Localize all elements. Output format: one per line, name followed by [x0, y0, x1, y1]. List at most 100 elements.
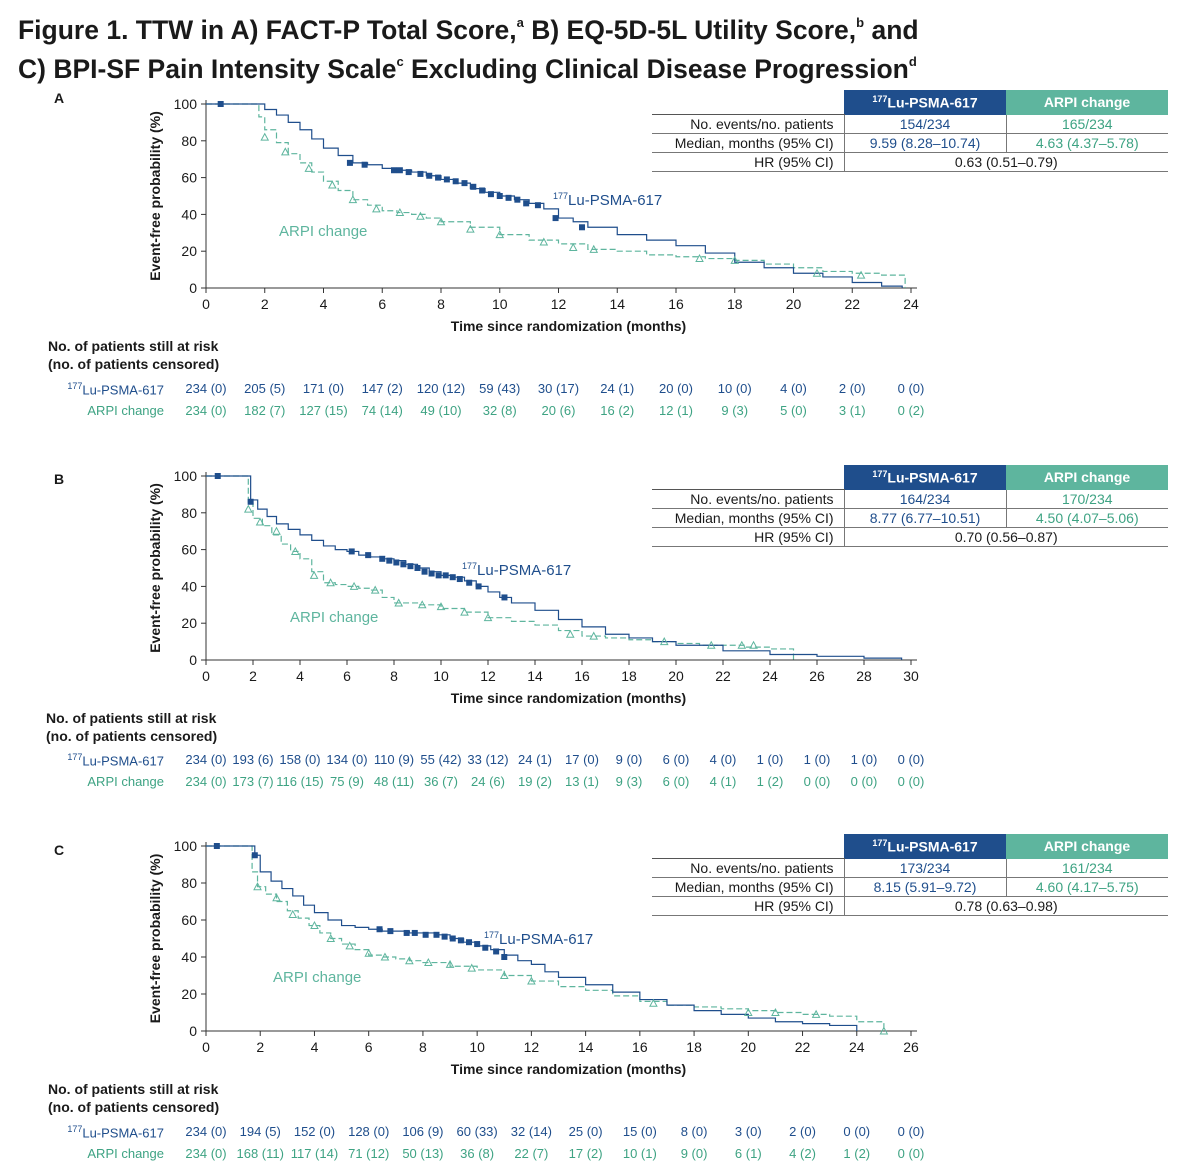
censor-mark-arpi: [812, 268, 822, 277]
censor-mark-arpi: [565, 629, 575, 638]
risk-cell: 33 (12): [467, 752, 509, 767]
censor-mark-arpi: [436, 602, 446, 611]
risk-cell: 134 (0): [326, 752, 368, 767]
stats-header-lu-name: Lu-PSMA-617: [887, 469, 978, 486]
x-tick-label: 4: [296, 668, 304, 684]
stats-header: 177Lu-PSMA-617 ARPI change: [652, 90, 1168, 115]
censor-mark-lu: [475, 583, 482, 590]
censor-mark-lu: [501, 954, 508, 960]
censor-mark-arpi: [394, 598, 404, 607]
y-axis-label: Event-free probability (%): [147, 483, 163, 653]
risk-row-lu: 177Lu-PSMA-617 234 (0) 205 (5) 171 (0) 147 (…: [0, 381, 1200, 399]
risk-cell: 24 (1): [518, 752, 552, 767]
risk-cell: 17 (0): [565, 752, 599, 767]
series-label-lu: 177Lu-PSMA-617: [553, 191, 662, 209]
y-tick-label: 40: [181, 949, 197, 965]
risk-cell: 0 (0): [897, 1146, 925, 1161]
risk-row-lu: 177Lu-PSMA-617 234 (0) 194 (5) 152 (0) 128 (…: [0, 1124, 1200, 1142]
risk-cell: 234 (0): [185, 381, 227, 396]
censor-mark-arpi: [253, 882, 262, 891]
censor-mark-lu: [470, 183, 477, 190]
stats-header-sup: 177: [872, 837, 888, 848]
risk-cell: 127 (15): [299, 403, 348, 418]
risk-cell: 2 (0): [789, 1124, 816, 1139]
risk-cell: 9 (0): [680, 1146, 708, 1161]
censor-mark-lu: [421, 568, 428, 575]
censor-mark-arpi: [348, 195, 358, 204]
risk-cell: 128 (0): [348, 1124, 390, 1139]
stats-header-blank: [652, 834, 844, 859]
censor-mark-arpi: [304, 163, 314, 172]
risk-cell: 205 (5): [244, 381, 286, 396]
y-tick-label: 20: [181, 243, 197, 259]
risk-cell: 6 (0): [662, 774, 690, 789]
stats-label: Median, months (95% CI): [652, 133, 845, 153]
censor-mark-arpi: [280, 147, 290, 156]
censor-mark-lu: [422, 931, 429, 938]
x-tick-label: 8: [390, 668, 398, 684]
censor-mark-arpi: [416, 211, 425, 220]
censor-mark-lu: [396, 167, 403, 174]
risk-cell: 0 (0): [843, 1124, 871, 1139]
censor-mark-lu: [493, 948, 500, 955]
title-sup: a: [516, 15, 524, 30]
y-tick-label: 40: [181, 578, 197, 594]
risk-cell: 171 (0): [302, 381, 345, 396]
risk-cell: 1 (0): [803, 752, 831, 767]
x-tick-label: 10: [492, 296, 508, 312]
series-label-sup: 177: [484, 930, 499, 940]
risk-cell: 194 (5): [239, 1124, 281, 1139]
risk-label-name: Lu-PSMA-617: [82, 753, 164, 769]
censor-mark-arpi: [659, 637, 669, 646]
censor-mark-arpi: [730, 255, 740, 264]
x-tick-label: 18: [727, 296, 743, 312]
stats-header-sup: 177: [872, 468, 888, 479]
censor-mark-lu: [482, 944, 489, 951]
stats-header-blank: [652, 90, 844, 115]
censor-mark-lu: [505, 194, 512, 201]
x-axis-label: Time since randomization (months): [451, 690, 686, 706]
censor-mark-lu: [457, 937, 464, 944]
y-tick-label: 20: [181, 986, 197, 1002]
risk-cell: 49 (10): [420, 403, 462, 418]
stats-table: 177Lu-PSMA-617 ARPI change No. events/no. …: [652, 465, 1168, 547]
series-label-sup: 177: [462, 561, 477, 571]
censor-mark-arpi: [695, 254, 704, 263]
series-label-arpi: ARPI change: [273, 969, 361, 986]
censor-mark-arpi: [372, 204, 381, 213]
censor-mark-arpi: [260, 132, 270, 141]
censor-mark-arpi: [436, 217, 446, 226]
x-tick-label: 12: [524, 1039, 540, 1055]
risk-row-arpi: ARPI change 234 (0) 173 (7) 116 (15) 75 (9) 4…: [0, 774, 1200, 792]
series-label-name: Lu-PSMA-617: [499, 931, 593, 948]
censor-mark-arpi: [255, 517, 265, 526]
risk-cell: 158 (0): [279, 752, 321, 767]
risk-cell: 74 (14): [361, 403, 403, 418]
series-line-arpi: [206, 475, 795, 660]
x-tick-label: 8: [419, 1039, 427, 1055]
censor-mark-lu: [466, 939, 473, 946]
censor-mark-arpi: [749, 640, 758, 649]
y-tick-label: 0: [189, 280, 197, 296]
risk-cell: 6 (1): [734, 1146, 762, 1161]
stats-table: 177Lu-PSMA-617 ARPI change No. events/no. …: [652, 90, 1168, 172]
stats-row-events: No. events/no. patients 154/234 165/234: [652, 114, 1168, 134]
x-tick-label: 26: [809, 668, 825, 684]
series-label-sup: 177: [553, 191, 568, 201]
risk-cell: 117 (14): [290, 1146, 339, 1161]
censor-mark-lu: [348, 548, 355, 555]
censor-mark-arpi: [466, 224, 475, 233]
stats-value-lu: 9.59 (8.28–10.74): [844, 133, 1007, 153]
risk-cell: 36 (7): [424, 774, 458, 789]
title-part: Figure 1. TTW in A) FACT-P Total Score,: [18, 14, 517, 45]
x-tick-label: 0: [202, 1039, 210, 1055]
risk-cell: 22 (7): [514, 1146, 549, 1161]
figure-title: Figure 1. TTW in A) FACT-P Total Score,a…: [18, 8, 1178, 86]
risk-row-label: 177Lu-PSMA-617: [67, 1124, 164, 1140]
censor-mark-lu: [456, 576, 463, 583]
y-tick-label: 100: [174, 838, 198, 854]
x-tick-label: 2: [256, 1039, 264, 1055]
risk-cell: 152 (0): [293, 1124, 336, 1139]
